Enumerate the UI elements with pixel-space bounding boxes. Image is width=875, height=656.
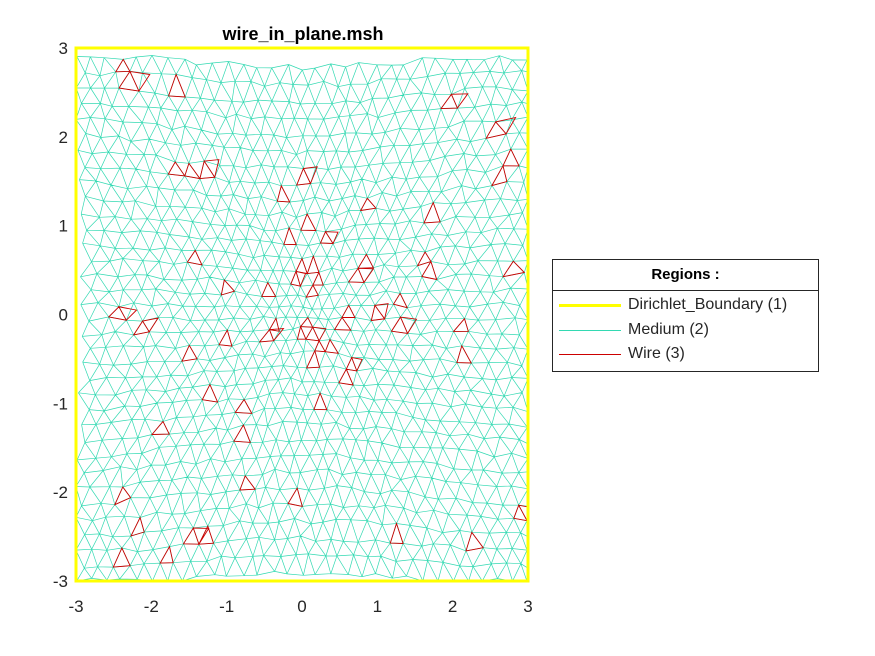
wire-element-edges (107, 58, 528, 568)
y-tick-label: 0 (59, 306, 68, 325)
wire-elements (107, 58, 528, 568)
y-tick-label: 3 (59, 39, 68, 58)
x-tick-label: 2 (448, 597, 457, 616)
y-tick-label: -2 (53, 483, 68, 502)
chart-title: wire_in_plane.msh (221, 24, 383, 44)
x-tick-label: 1 (373, 597, 382, 616)
legend-swatch-dirichlet (559, 304, 621, 307)
x-axis: -3 -2 -1 0 1 2 3 (68, 597, 532, 616)
y-tick-label: -3 (53, 572, 68, 591)
y-tick-label: 2 (59, 128, 68, 147)
y-tick-label: 1 (59, 217, 68, 236)
legend-label-wire: Wire (3) (628, 345, 685, 362)
legend-swatch-medium (559, 330, 621, 331)
x-tick-label: 3 (523, 597, 532, 616)
medium-mesh-edges (76, 55, 528, 581)
medium-mesh (76, 55, 528, 581)
legend-title: Regions : (553, 260, 818, 291)
x-tick-label: -2 (144, 597, 159, 616)
legend-entry-dirichlet: Dirichlet_Boundary (1) (553, 294, 818, 318)
y-tick-label: -1 (53, 394, 68, 413)
legend-swatch-wire (559, 354, 621, 355)
x-tick-label: -3 (68, 597, 83, 616)
x-tick-label: 0 (297, 597, 306, 616)
legend-entry-medium: Medium (2) (553, 319, 818, 343)
legend: Regions : Dirichlet_Boundary (1) Medium … (552, 259, 819, 372)
legend-label-dirichlet: Dirichlet_Boundary (1) (628, 296, 788, 313)
y-axis: 3 2 1 0 -1 -2 -3 (53, 39, 68, 591)
legend-entry-wire: Wire (3) (553, 343, 818, 367)
legend-label-medium: Medium (2) (628, 321, 709, 338)
dirichlet-boundary (74, 46, 530, 583)
x-tick-label: -1 (219, 597, 234, 616)
